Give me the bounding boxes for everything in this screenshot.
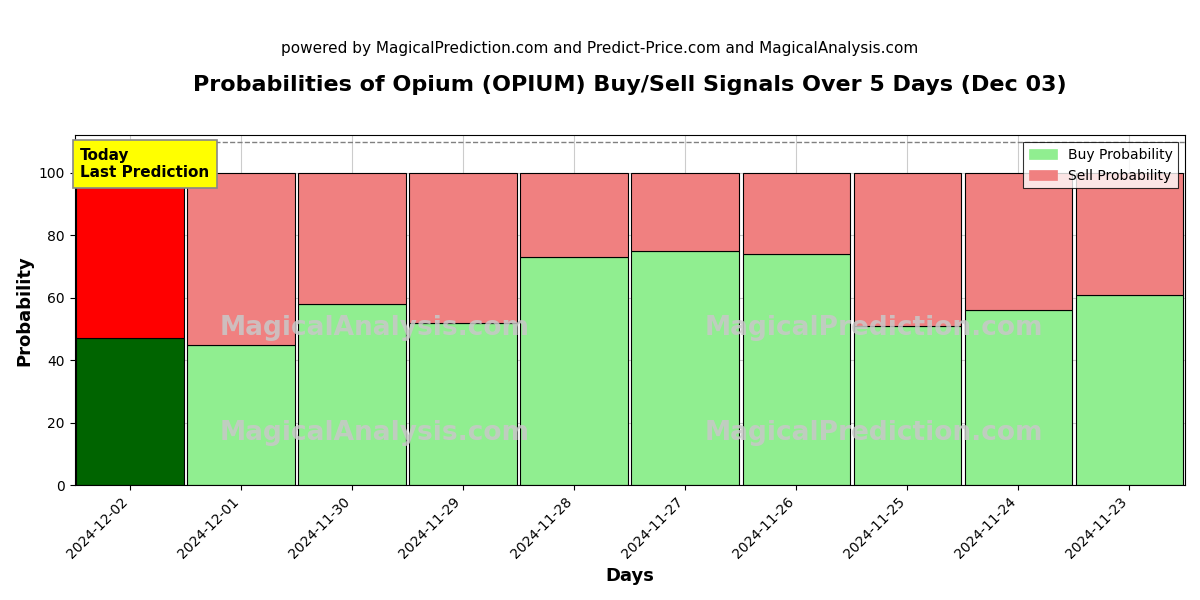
Bar bbox=[853, 326, 961, 485]
Bar bbox=[187, 344, 295, 485]
Text: MagicalAnalysis.com: MagicalAnalysis.com bbox=[220, 315, 529, 341]
Bar bbox=[631, 251, 739, 485]
Bar bbox=[521, 257, 628, 485]
Bar bbox=[187, 173, 295, 344]
Bar bbox=[631, 173, 739, 251]
Text: MagicalAnalysis.com: MagicalAnalysis.com bbox=[220, 420, 529, 446]
Bar bbox=[743, 254, 851, 485]
Text: MagicalPrediction.com: MagicalPrediction.com bbox=[704, 315, 1043, 341]
Bar bbox=[743, 173, 851, 254]
Bar bbox=[1075, 295, 1183, 485]
Legend: Buy Probability, Sell Probability: Buy Probability, Sell Probability bbox=[1024, 142, 1178, 188]
Text: MagicalPrediction.com: MagicalPrediction.com bbox=[704, 420, 1043, 446]
Bar bbox=[965, 310, 1073, 485]
Bar bbox=[521, 173, 628, 257]
Bar bbox=[77, 173, 184, 338]
Bar bbox=[299, 173, 406, 304]
Bar bbox=[409, 173, 517, 323]
Text: Today
Last Prediction: Today Last Prediction bbox=[80, 148, 210, 181]
Text: powered by MagicalPrediction.com and Predict-Price.com and MagicalAnalysis.com: powered by MagicalPrediction.com and Pre… bbox=[281, 41, 919, 56]
Bar bbox=[77, 338, 184, 485]
Y-axis label: Probability: Probability bbox=[16, 255, 34, 365]
Bar bbox=[965, 173, 1073, 310]
Bar bbox=[1075, 173, 1183, 295]
Bar bbox=[409, 323, 517, 485]
Bar bbox=[299, 304, 406, 485]
Title: Probabilities of Opium (OPIUM) Buy/Sell Signals Over 5 Days (Dec 03): Probabilities of Opium (OPIUM) Buy/Sell … bbox=[193, 75, 1067, 95]
Bar bbox=[853, 173, 961, 326]
X-axis label: Days: Days bbox=[605, 567, 654, 585]
